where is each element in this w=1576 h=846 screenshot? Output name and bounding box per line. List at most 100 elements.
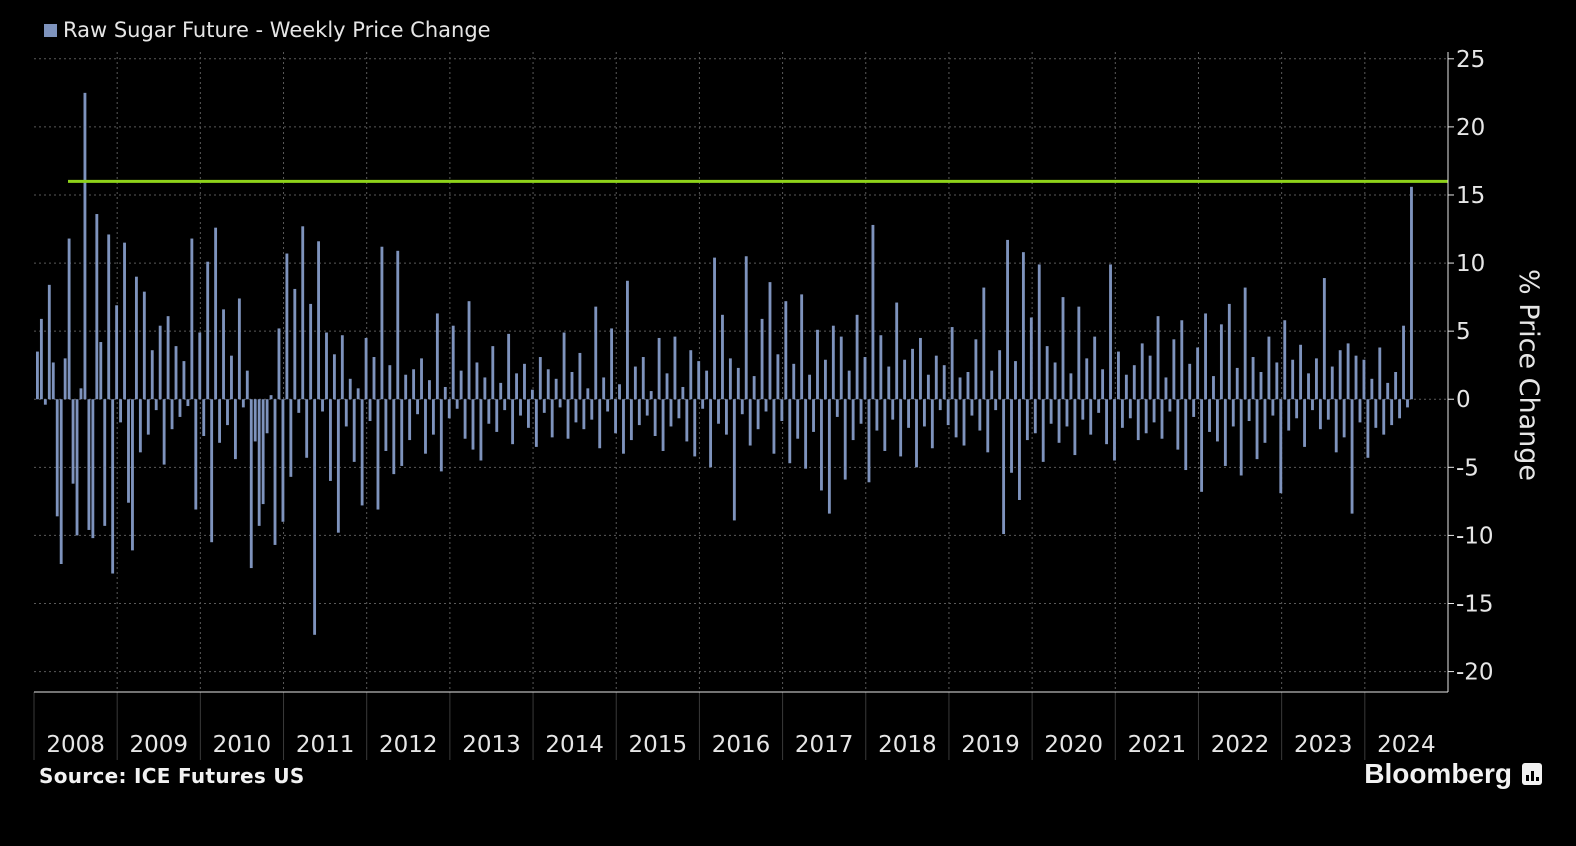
bar: [867, 399, 871, 483]
bar: [1330, 366, 1334, 400]
bar: [598, 399, 602, 449]
bar: [527, 399, 530, 428]
x-tick-label: 2010: [213, 732, 272, 758]
bar: [447, 399, 451, 419]
bar: [1168, 399, 1172, 412]
bar: [978, 399, 982, 431]
x-tick-label: 2019: [961, 732, 1020, 758]
bar: [1097, 399, 1101, 413]
bar: [1239, 399, 1243, 476]
bar: [435, 313, 439, 400]
bar: [487, 399, 491, 424]
bar: [970, 399, 974, 416]
bar: [887, 366, 891, 400]
bar: [626, 280, 629, 400]
bar: [994, 399, 998, 411]
bar: [1172, 339, 1176, 400]
bar: [475, 362, 479, 400]
bar: [622, 399, 625, 454]
x-tick-label: 2008: [46, 732, 105, 758]
bar: [293, 288, 297, 400]
bar: [269, 395, 273, 400]
bar: [851, 399, 855, 441]
bar: [1216, 399, 1219, 442]
bar: [1061, 297, 1065, 400]
bar: [503, 399, 507, 411]
bar: [71, 399, 75, 484]
bar: [1390, 399, 1394, 426]
bar: [1081, 399, 1085, 420]
bar: [1386, 382, 1390, 400]
bar: [542, 399, 546, 413]
bar: [673, 336, 677, 400]
bar: [899, 399, 903, 457]
bar: [1235, 367, 1239, 400]
bar: [237, 298, 241, 400]
bar: [507, 333, 511, 400]
bar: [649, 391, 653, 400]
bar: [408, 399, 412, 441]
y-tick-label: -10: [1456, 523, 1494, 549]
bar: [1382, 399, 1386, 435]
brand-logo: Bloomberg: [1364, 758, 1542, 790]
bar: [1406, 399, 1409, 408]
bar: [827, 399, 831, 514]
bar: [1073, 399, 1077, 456]
bar: [301, 226, 305, 400]
bar: [1394, 372, 1398, 400]
bar: [43, 399, 47, 405]
bar: [693, 399, 697, 457]
bar: [281, 399, 285, 522]
bar: [578, 352, 582, 400]
bar: [546, 369, 550, 400]
bar: [657, 337, 661, 400]
bar: [594, 306, 598, 400]
bar: [67, 238, 71, 400]
bar: [107, 234, 111, 400]
bar: [1212, 376, 1215, 400]
bar: [1279, 399, 1283, 494]
bar: [903, 359, 907, 400]
bar: [471, 399, 475, 450]
bar: [1018, 399, 1021, 500]
bar: [194, 399, 198, 510]
bar: [103, 399, 107, 526]
bar: [582, 399, 586, 430]
terminal-icon: [1522, 763, 1542, 785]
bar: [740, 399, 744, 415]
source-note: Source: ICE Futures US: [39, 764, 305, 788]
bar: [127, 399, 130, 503]
y-tick-label: 10: [1456, 251, 1485, 277]
bar: [372, 357, 376, 400]
bar: [554, 378, 558, 400]
y-tick-label: -5: [1456, 455, 1479, 481]
bar: [669, 399, 673, 427]
x-tick-label: 2009: [129, 732, 188, 758]
bar: [934, 355, 938, 400]
bar: [317, 241, 320, 400]
y-tick-label: -20: [1456, 660, 1494, 686]
bar: [800, 294, 804, 400]
bar: [1180, 320, 1184, 400]
bar: [1410, 186, 1413, 400]
bar: [364, 337, 368, 400]
bar: [760, 318, 764, 400]
y-tick-label: 25: [1456, 47, 1485, 73]
bar: [1326, 399, 1330, 420]
bar: [190, 238, 194, 400]
bar: [808, 374, 812, 400]
bar: [835, 399, 839, 417]
bar: [566, 399, 570, 439]
bar: [1101, 369, 1105, 400]
bar: [768, 282, 772, 400]
bar: [1105, 399, 1108, 445]
bar: [218, 399, 221, 443]
bar: [309, 303, 313, 400]
x-tick-label: 2016: [712, 732, 771, 758]
bar: [677, 399, 681, 419]
bar: [732, 399, 736, 521]
bar: [1295, 399, 1299, 419]
bar: [685, 399, 689, 442]
bar: [1136, 399, 1140, 441]
bar: [839, 336, 843, 400]
